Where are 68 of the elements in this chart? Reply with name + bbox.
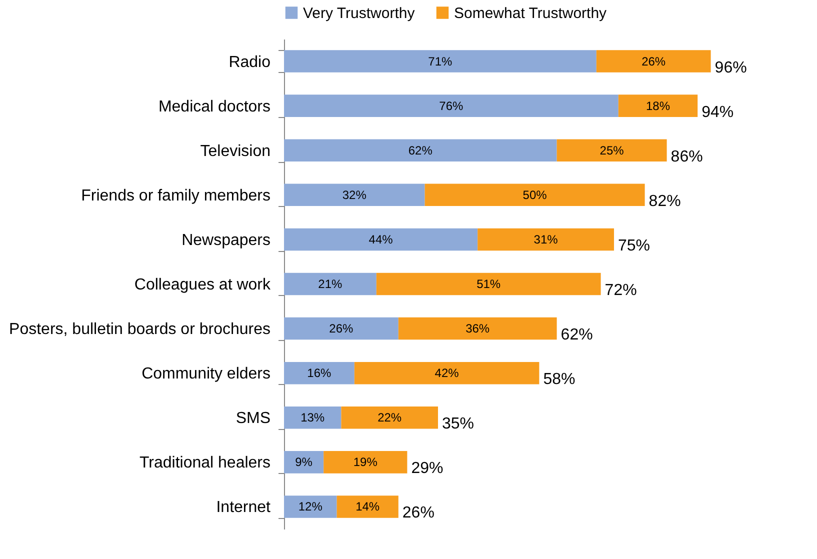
y-tick-label: Friends or family members [81, 187, 270, 204]
total-label: 35% [442, 416, 474, 433]
legend-label: Somewhat Trustworthy [454, 4, 608, 22]
total-label: 86% [670, 148, 703, 166]
data-label: 62% [408, 143, 433, 158]
total-label: 72% [604, 282, 637, 299]
total-label: 82% [648, 192, 681, 210]
total-label: 94% [702, 104, 734, 121]
bar [596, 50, 711, 72]
bar [284, 451, 324, 474]
bar [284, 406, 342, 429]
bar [284, 184, 425, 206]
data-label: 19% [353, 455, 378, 470]
y-tick-label: Colleagues at work [134, 276, 272, 294]
total-label: 96% [714, 59, 747, 76]
bar [284, 228, 478, 251]
bar [336, 496, 398, 518]
bar [284, 496, 337, 518]
total-label: 58% [543, 371, 576, 388]
data-label: 14% [356, 500, 380, 514]
data-label: 21% [318, 277, 343, 291]
data-label: 18% [646, 98, 670, 113]
bar [284, 94, 618, 117]
data-label: 50% [522, 188, 548, 202]
bar [284, 139, 557, 162]
data-label: 71% [428, 54, 453, 68]
y-tick-label: Community elders [142, 366, 270, 383]
data-label: 22% [378, 410, 402, 425]
data-label: 12% [298, 500, 323, 514]
data-label: 13% [300, 410, 325, 425]
bar [284, 272, 376, 296]
bar [376, 272, 601, 296]
data-label: 9% [295, 455, 313, 470]
total-label: 62% [560, 326, 593, 344]
data-label: 26% [329, 322, 354, 336]
y-tick-label: SMS [236, 410, 270, 428]
y-tick-label: Newspapers [182, 232, 270, 249]
total-label: 29% [411, 460, 444, 478]
bar [284, 317, 398, 340]
y-tick-label: Internet [216, 499, 272, 516]
y-tick-label: Television [200, 142, 270, 160]
bar [341, 406, 438, 429]
data-label: 44% [368, 232, 394, 246]
data-label: 16% [307, 366, 332, 380]
bar [478, 228, 614, 251]
bar [284, 362, 354, 384]
bar [618, 94, 698, 117]
data-label: 26% [642, 54, 666, 68]
legend-label: Very Trustworthy [303, 4, 416, 22]
bar [354, 362, 540, 384]
y-tick-label: Traditional healers [139, 454, 270, 472]
bar [284, 50, 596, 72]
bar [398, 317, 557, 340]
y-tick-label: Medical doctors [158, 98, 270, 116]
data-label: 31% [534, 232, 558, 246]
y-tick-label: Posters, bulletin boards or brochures [9, 321, 270, 338]
y-tick-label: Radio [228, 54, 271, 71]
total-label: 75% [618, 237, 650, 254]
data-label: 76% [439, 98, 464, 113]
bar [424, 184, 645, 206]
total-label: 26% [402, 504, 434, 522]
bar [324, 451, 408, 474]
data-label: 42% [434, 366, 460, 380]
data-label: 25% [600, 143, 624, 158]
data-label: 32% [342, 188, 367, 202]
data-label: 36% [466, 322, 490, 336]
bar [556, 139, 667, 162]
data-label: 51% [476, 277, 501, 291]
